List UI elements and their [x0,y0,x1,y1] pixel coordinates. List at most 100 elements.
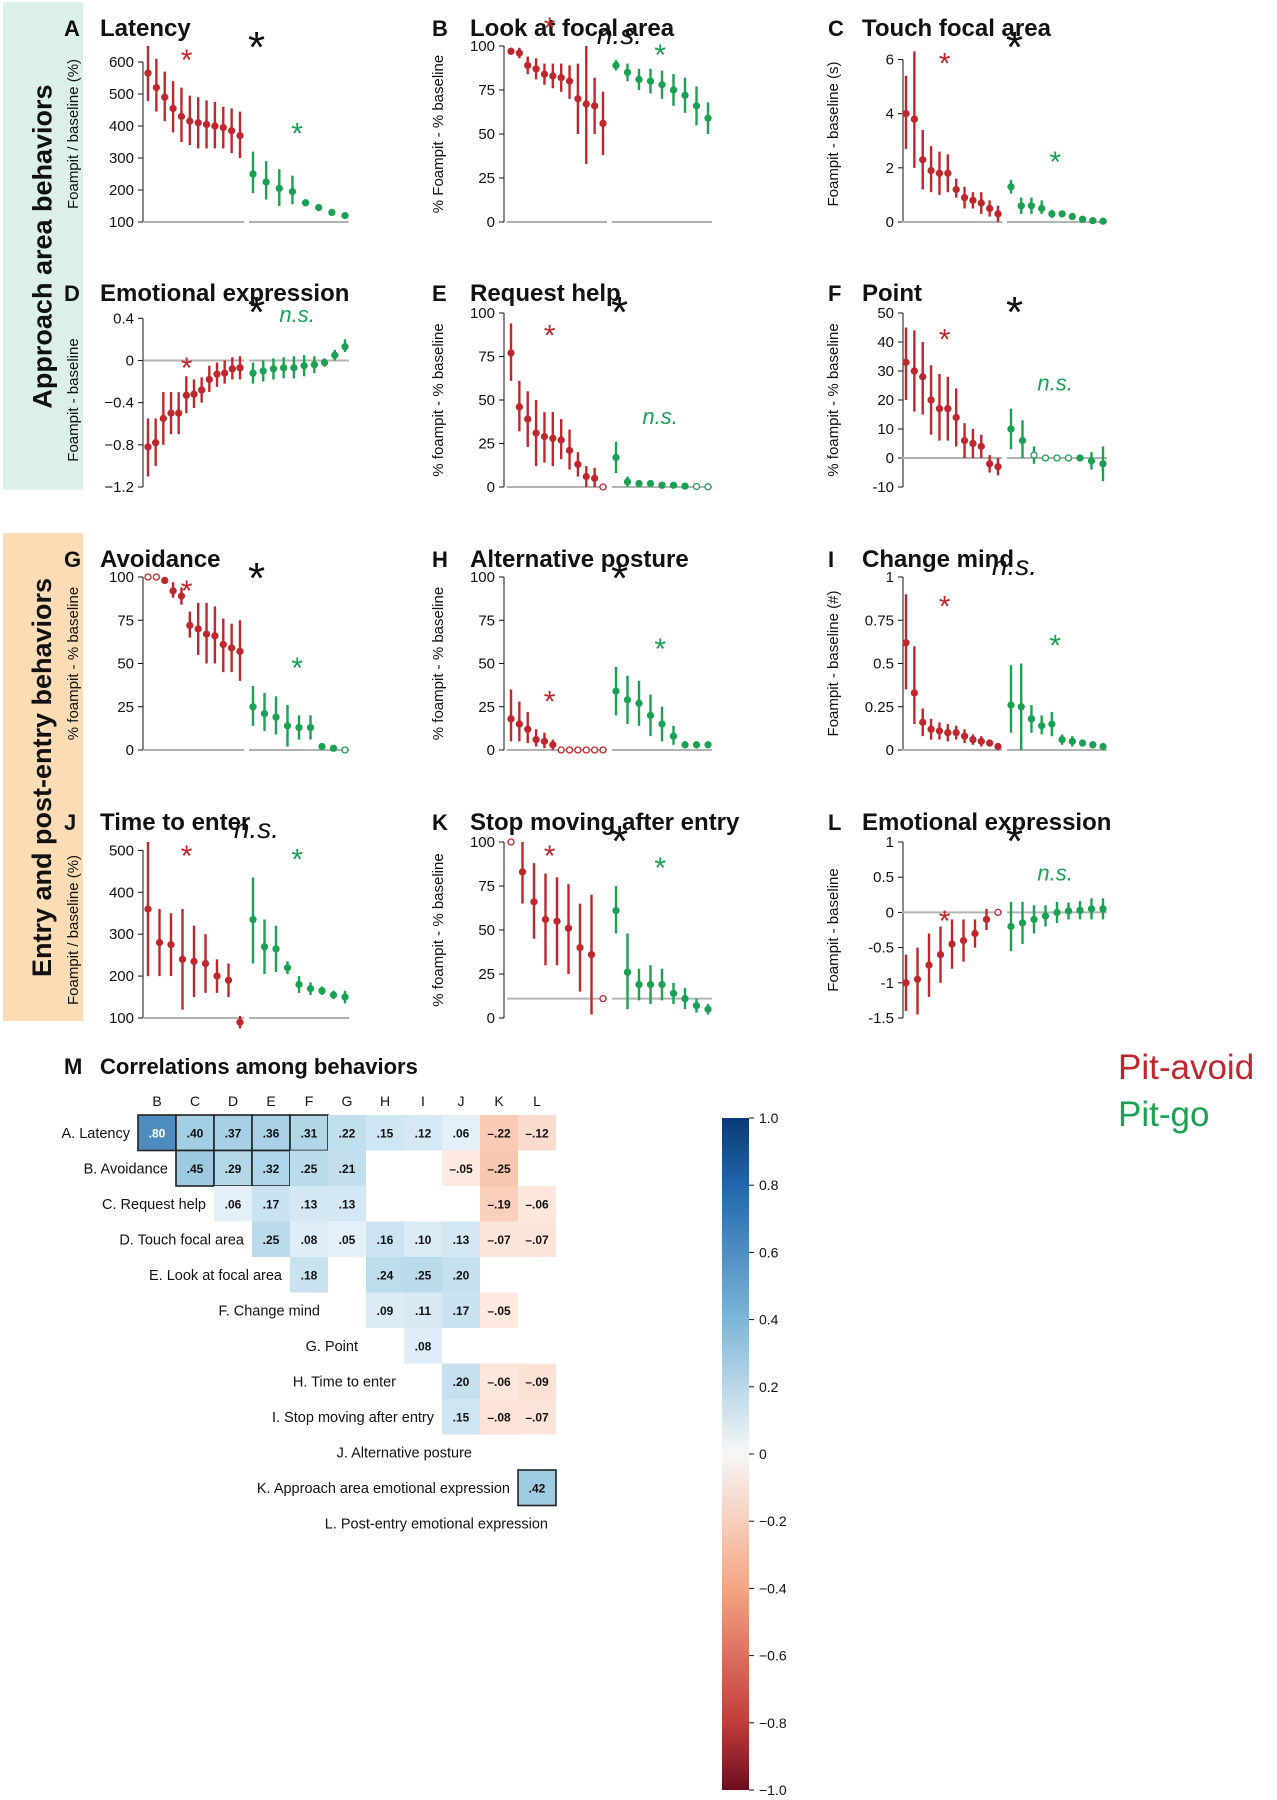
y-tick-label-J: 500 [109,842,134,859]
point-avoid-D [228,365,236,373]
point-go-C [1078,215,1087,223]
y-tick-label-H: 50 [478,656,495,673]
point-avoid-L [982,915,991,924]
point-avoid-E [557,436,565,444]
heatmap-value: –.22 [487,1126,511,1140]
point-avoid-E [515,403,524,411]
y-tick-label-J: 100 [109,1010,134,1027]
y-tick-label-L: -0.5 [868,940,894,957]
heatmap-value: .13 [301,1197,318,1211]
point-go-K [681,994,689,1003]
point-avoid-H [549,741,557,749]
point-avoid-G [144,573,152,581]
point-go-C [1017,202,1025,210]
heatmap-cell [517,1469,557,1507]
point-go-G [306,723,315,732]
point-go-A [288,187,297,196]
y-tick-label-F: 30 [877,363,894,380]
point-go-A [315,203,323,212]
go-significance-I: * [1049,630,1061,663]
panel-title-I: Change mind [862,546,1014,573]
y-tick-label-I: 0.25 [865,699,894,716]
heatmap-cell [518,1115,556,1151]
point-go-A [275,184,283,193]
point-avoid-C [902,110,910,118]
heatmap-cell [328,1221,366,1257]
panel-title-L: Emotional expression [862,809,1111,836]
heatmap-value: –.05 [487,1304,511,1318]
y-tick-label-H: 100 [470,569,495,586]
point-avoid-D [144,443,152,451]
point-go-E [646,479,655,488]
point-avoid-K [518,868,527,876]
panel-title-M: Correlations among behaviors [100,1054,418,1079]
point-avoid-D [213,370,221,378]
y-tick-label-D: 0.4 [113,310,134,327]
row-label: H. Time to enter [293,1374,396,1390]
point-avoid-A [152,83,161,92]
point-go-D [280,364,288,372]
point-avoid-G [186,621,194,630]
point-avoid-F [935,405,944,413]
y-tick-label-K: 50 [478,922,495,939]
point-avoid-H [574,746,582,754]
point-avoid-F [944,405,952,413]
colorbar-tick-label: 0 [759,1446,767,1462]
y-tick-label-H: 0 [487,742,495,759]
panel-letter-J: J [64,810,76,835]
point-avoid-E [524,415,532,423]
y-tick-label-B: 25 [478,170,495,187]
point-avoid-F [985,460,994,468]
y-tick-label-B: 75 [478,82,495,99]
go-significance-L: n.s. [1037,860,1072,885]
point-avoid-I [977,737,985,745]
heatmap-cell [404,1292,442,1328]
point-avoid-E [590,474,599,482]
y-axis-label-J: Foampit / baseline (%) [65,855,82,1005]
point-avoid-A [161,93,169,101]
panel-title-F: Point [862,280,922,307]
y-tick-label-J: 300 [109,926,134,943]
panel-title-E: Request help [470,280,621,307]
overall-significance-J: n.s. [234,813,279,844]
point-avoid-C [927,166,935,175]
panel-title-G: Avoidance [100,546,220,573]
point-go-C [1058,210,1066,218]
point-avoid-I [902,639,910,647]
heatmap-value: –.25 [487,1162,511,1176]
point-avoid-A [144,69,152,77]
point-go-K [612,906,620,915]
point-go-H [669,732,678,740]
col-label: C [190,1093,200,1109]
point-go-G [341,746,349,754]
y-tick-label-D: −0.4 [104,395,134,412]
y-tick-label-I: 1 [886,569,894,586]
row-label: F. Change mind [218,1303,320,1319]
point-avoid-E [532,429,540,437]
panel-title-H: Alternative posture [470,546,689,573]
heatmap-cell [251,1114,291,1152]
point-go-D [249,369,257,377]
avoid-significance-F: * [939,324,951,357]
heatmap-value: –.09 [525,1375,549,1389]
point-go-K [658,980,666,989]
heatmap-value: .11 [415,1304,431,1318]
heatmap-cell [328,1186,366,1222]
overall-significance-G: * [248,554,265,603]
col-label: G [342,1093,353,1109]
colorbar-tick-label: 0.4 [759,1312,779,1328]
point-avoid-D [198,386,206,394]
heatmap-cell [366,1257,404,1293]
heatmap-value: .06 [453,1126,470,1140]
y-tick-label-F: -10 [872,479,894,496]
point-avoid-H [515,720,524,728]
point-go-C [1068,212,1076,221]
point-avoid-E [582,472,590,481]
avoid-significance-I: * [939,590,951,623]
point-avoid-I [927,725,935,733]
point-avoid-C [910,115,919,123]
point-go-B [623,68,632,77]
col-label: H [380,1093,390,1109]
heatmap-value: –.19 [487,1197,511,1211]
point-go-H [612,687,620,695]
